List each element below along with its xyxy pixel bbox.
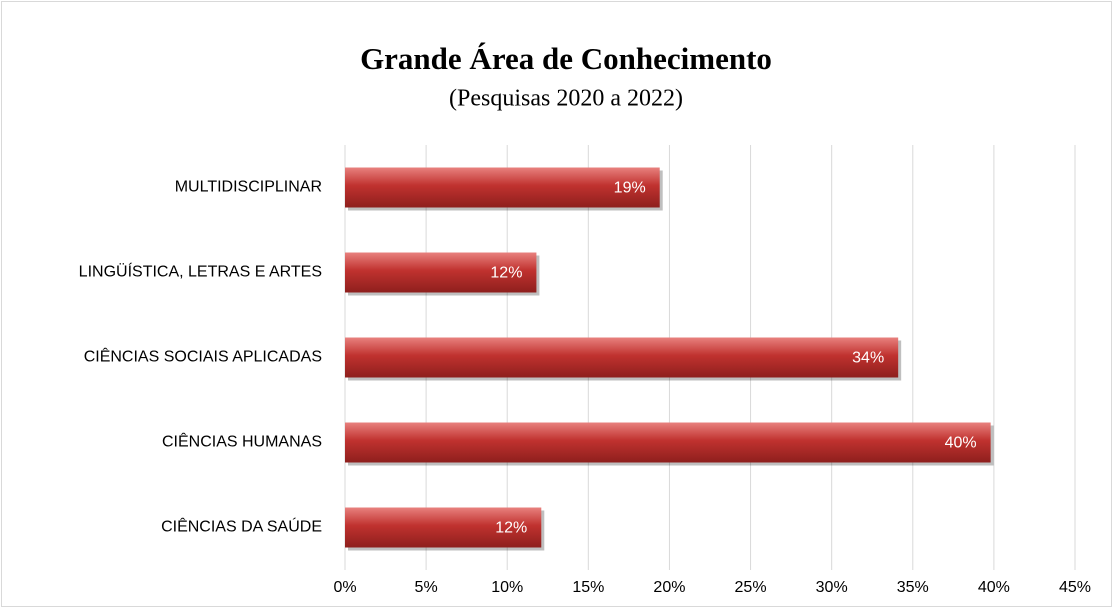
value-label: 12% xyxy=(490,265,522,282)
y-tick-label: CIÊNCIAS HUMANAS xyxy=(162,432,322,451)
value-label: 19% xyxy=(614,180,646,197)
bar xyxy=(345,337,899,378)
bar xyxy=(345,422,991,463)
value-label: 12% xyxy=(495,520,527,537)
chart-subtitle: (Pesquisas 2020 a 2022) xyxy=(449,86,683,112)
bar xyxy=(345,252,537,293)
value-label: 40% xyxy=(945,435,977,452)
x-tick-label: 10% xyxy=(491,579,523,596)
x-tick-label: 30% xyxy=(816,579,848,596)
y-tick-label: LINGÜÍSTICA, LETRAS E ARTES xyxy=(79,262,322,281)
chart-title: Grande Área de Conhecimento xyxy=(360,41,772,76)
x-tick-label: 45% xyxy=(1059,579,1091,596)
x-tick-label: 20% xyxy=(653,579,685,596)
y-tick-label: CIÊNCIAS SOCIAIS APLICADAS xyxy=(84,347,322,366)
x-tick-label: 15% xyxy=(572,579,604,596)
x-tick-label: 35% xyxy=(897,579,929,596)
y-tick-label: CIÊNCIAS DA SAÚDE xyxy=(161,517,322,536)
value-label: 34% xyxy=(852,350,884,367)
x-tick-label: 5% xyxy=(415,579,438,596)
x-tick-label: 0% xyxy=(333,579,356,596)
x-tick-label: 25% xyxy=(735,579,767,596)
x-tick-label: 40% xyxy=(978,579,1010,596)
y-tick-label: MULTIDISCIPLINAR xyxy=(175,179,322,196)
bar xyxy=(345,167,660,208)
bar xyxy=(345,507,542,548)
